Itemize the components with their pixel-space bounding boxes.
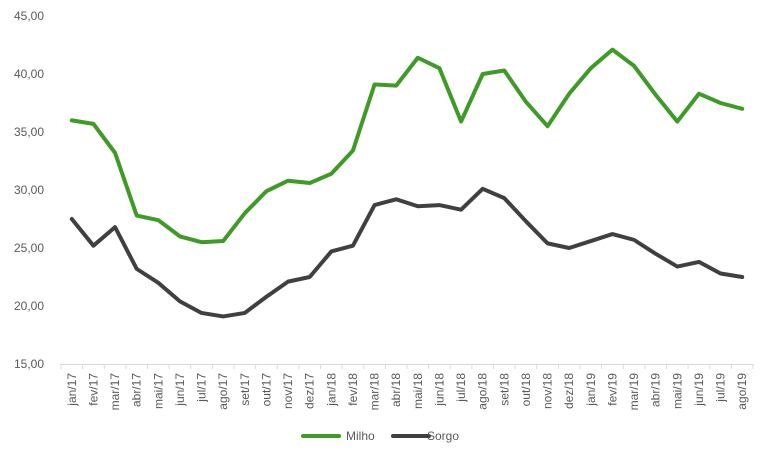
x-tick-label: nov/17 [281, 373, 295, 409]
y-tick-label: 20,00 [14, 299, 44, 313]
x-tick-label: dez/17 [303, 373, 317, 409]
x-tick-label: abr/19 [649, 373, 663, 407]
x-tick-label: jul/18 [454, 373, 468, 403]
x-tick-label: ago/17 [216, 373, 230, 410]
x-tick-label: jan/17 [65, 373, 79, 407]
x-tick-label: mai/18 [411, 373, 425, 409]
x-tick-label: abr/18 [389, 373, 403, 407]
series-lines [69, 47, 745, 319]
x-tick-label: jun/19 [692, 373, 706, 407]
y-tick-label: 45,00 [14, 9, 44, 23]
legend-label-milho: Milho [346, 429, 375, 443]
y-axis: 15,00 20,00 25,00 30,00 35,00 40,00 45,00 [14, 9, 44, 371]
x-tick-label: jun/18 [432, 373, 446, 407]
x-tick-label: jan/19 [584, 373, 598, 407]
y-tick-label: 25,00 [14, 241, 44, 255]
x-tick-label: mar/19 [627, 373, 641, 411]
x-tick-label: mai/19 [670, 373, 684, 409]
x-tick-label: fev/17 [86, 373, 100, 406]
x-tick-label: nov/18 [541, 373, 555, 409]
y-tick-label: 40,00 [14, 67, 44, 81]
y-tick-label: 35,00 [14, 125, 44, 139]
series-line-sorgo [69, 186, 745, 319]
x-tick-label: ago/19 [735, 373, 749, 410]
legend: Milho Sorgo [301, 429, 459, 443]
x-tick-label: set/18 [497, 373, 511, 406]
y-tick-label: 15,00 [14, 357, 44, 371]
x-tick-label: ago/18 [476, 373, 490, 410]
x-tick-label: mar/17 [108, 373, 122, 411]
x-tick-label: set/17 [238, 373, 252, 406]
x-axis: jan/17 fev/17 mar/17 abr/17 mai/17 jun/17 jul/… [60, 364, 754, 411]
y-tick-label: 30,00 [14, 183, 44, 197]
x-tick-label: jul/19 [714, 373, 728, 403]
series-line-milho [69, 47, 745, 245]
x-tick-label: jan/18 [324, 373, 338, 407]
x-tick-label: out/17 [259, 373, 273, 407]
x-tick-label: jun/17 [173, 373, 187, 407]
x-tick-label: mar/18 [368, 373, 382, 411]
x-tick-label: jul/17 [195, 373, 209, 403]
x-tick-label: out/18 [519, 373, 533, 407]
x-tick-label: fev/18 [346, 373, 360, 406]
x-tick-label: mai/17 [151, 373, 165, 409]
x-tick-label: dez/18 [562, 373, 576, 409]
x-tick-label: abr/17 [130, 373, 144, 407]
x-tick-label: fev/19 [605, 373, 619, 406]
legend-label-sorgo: Sorgo [427, 429, 459, 443]
